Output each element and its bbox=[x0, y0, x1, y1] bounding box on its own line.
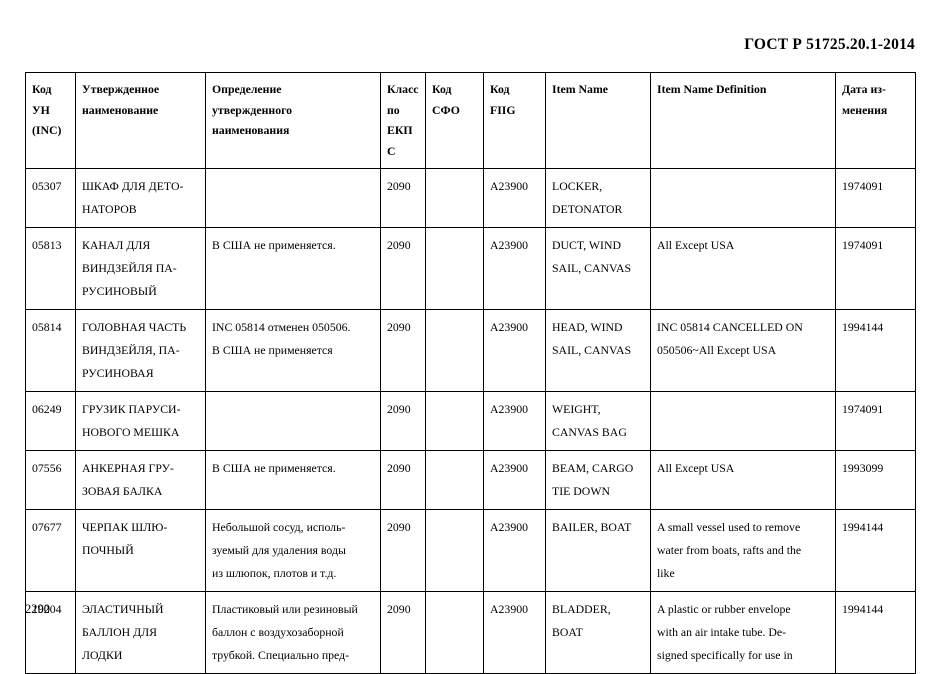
cell-ekps-class: 2090 bbox=[380, 508, 426, 592]
table-row: 05813 КАНАЛ ДЛЯ ВИНДЗЕЙЛЯ ПА- РУСИНОВЫЙ … bbox=[25, 226, 916, 310]
cell-fiig-code: A23900 bbox=[483, 590, 546, 674]
cell-item-name: LOCKER, DETONATOR bbox=[545, 167, 651, 228]
cell-inc: 05814 bbox=[25, 308, 76, 392]
cell-sfo-code bbox=[425, 508, 484, 592]
cell-change-date: 1993099 bbox=[835, 449, 916, 510]
cell-inc: 05813 bbox=[25, 226, 76, 310]
cell-item-name-definition: A plastic or rubber envelope with an air… bbox=[650, 590, 836, 674]
cell-inc: 07556 bbox=[25, 449, 76, 510]
cell-fiig-code: A23900 bbox=[483, 226, 546, 310]
cell-ekps-class: 2090 bbox=[380, 449, 426, 510]
table-row: 05814 ГОЛОВНАЯ ЧАСТЬ ВИНДЗЕЙЛЯ, ПА- РУСИ… bbox=[25, 308, 916, 392]
cell-ekps-class: 2090 bbox=[380, 390, 426, 451]
cell-ekps-class: 2090 bbox=[380, 308, 426, 392]
cell-sfo-code bbox=[425, 390, 484, 451]
column-header-ekps-class: Класс по ЕКП С bbox=[380, 72, 426, 169]
cell-approved-name: АНКЕРНАЯ ГРУ- ЗОВАЯ БАЛКА bbox=[75, 449, 206, 510]
cell-fiig-code: A23900 bbox=[483, 508, 546, 592]
cell-ekps-class: 2090 bbox=[380, 590, 426, 674]
cell-approved-name: ГОЛОВНАЯ ЧАСТЬ ВИНДЗЕЙЛЯ, ПА- РУСИНОВАЯ bbox=[75, 308, 206, 392]
cell-item-name: WEIGHT, CANVAS BAG bbox=[545, 390, 651, 451]
table-row: 10204 ЭЛАСТИЧНЫЙ БАЛЛОН ДЛЯ ЛОДКИ Пласти… bbox=[25, 590, 916, 674]
cell-sfo-code bbox=[425, 308, 484, 392]
column-header-inc: Код УН (INC) bbox=[25, 72, 76, 169]
cell-definition: В США не применяется. bbox=[205, 449, 381, 510]
cell-item-name: BLADDER, BOAT bbox=[545, 590, 651, 674]
column-header-approved-name: Утвержденное наименование bbox=[75, 72, 206, 169]
cell-approved-name: КАНАЛ ДЛЯ ВИНДЗЕЙЛЯ ПА- РУСИНОВЫЙ bbox=[75, 226, 206, 310]
cell-item-name-definition bbox=[650, 390, 836, 451]
table-row: 05307 ШКАФ ДЛЯ ДЕТО- НАТОРОВ 2090 A23900… bbox=[25, 167, 916, 228]
column-header-item-name-definition: Item Name Definition bbox=[650, 72, 836, 169]
cell-item-name: HEAD, WIND SAIL, CANVAS bbox=[545, 308, 651, 392]
table-body: 05307 ШКАФ ДЛЯ ДЕТО- НАТОРОВ 2090 A23900… bbox=[25, 167, 916, 674]
cell-item-name-definition: All Except USA bbox=[650, 226, 836, 310]
cell-definition: INC 05814 отменен 050506. В США не приме… bbox=[205, 308, 381, 392]
item-names-table: Код УН (INC) Утвержденное наименование О… bbox=[25, 72, 916, 674]
page-number: 2290 bbox=[25, 602, 50, 616]
cell-approved-name: ШКАФ ДЛЯ ДЕТО- НАТОРОВ bbox=[75, 167, 206, 228]
standard-header: ГОСТ Р 51725.20.1-2014 bbox=[744, 36, 915, 53]
column-header-definition: Определение утвержденного наименования bbox=[205, 72, 381, 169]
cell-inc: 07677 bbox=[25, 508, 76, 592]
table-header-row: Код УН (INC) Утвержденное наименование О… bbox=[25, 72, 916, 169]
cell-definition: Пластиковый или резиновый баллон с возду… bbox=[205, 590, 381, 674]
cell-change-date: 1974091 bbox=[835, 226, 916, 310]
cell-approved-name: ЭЛАСТИЧНЫЙ БАЛЛОН ДЛЯ ЛОДКИ bbox=[75, 590, 206, 674]
cell-item-name: BEAM, CARGO TIE DOWN bbox=[545, 449, 651, 510]
cell-sfo-code bbox=[425, 167, 484, 228]
cell-definition bbox=[205, 167, 381, 228]
cell-fiig-code: A23900 bbox=[483, 390, 546, 451]
cell-ekps-class: 2090 bbox=[380, 167, 426, 228]
cell-change-date: 1994144 bbox=[835, 308, 916, 392]
cell-inc: 06249 bbox=[25, 390, 76, 451]
cell-change-date: 1994144 bbox=[835, 508, 916, 592]
column-header-change-date: Дата из- менения bbox=[835, 72, 916, 169]
cell-change-date: 1974091 bbox=[835, 167, 916, 228]
column-header-fiig-code: Код FIIG bbox=[483, 72, 546, 169]
column-header-sfo-code: Код СФО bbox=[425, 72, 484, 169]
cell-sfo-code bbox=[425, 449, 484, 510]
cell-item-name-definition: INC 05814 CANCELLED ON 050506~All Except… bbox=[650, 308, 836, 392]
cell-item-name: BAILER, BOAT bbox=[545, 508, 651, 592]
cell-inc: 10204 bbox=[25, 590, 76, 674]
cell-approved-name: ЧЕРПАК ШЛЮ- ПОЧНЫЙ bbox=[75, 508, 206, 592]
cell-change-date: 1974091 bbox=[835, 390, 916, 451]
cell-fiig-code: A23900 bbox=[483, 167, 546, 228]
table-row: 07677 ЧЕРПАК ШЛЮ- ПОЧНЫЙ Небольшой сосуд… bbox=[25, 508, 916, 592]
cell-item-name-definition bbox=[650, 167, 836, 228]
table-row: 06249 ГРУЗИК ПАРУСИ- НОВОГО МЕШКА 2090 A… bbox=[25, 390, 916, 451]
cell-sfo-code bbox=[425, 226, 484, 310]
cell-change-date: 1994144 bbox=[835, 590, 916, 674]
cell-definition bbox=[205, 390, 381, 451]
cell-item-name-definition: A small vessel used to remove water from… bbox=[650, 508, 836, 592]
cell-item-name: DUCT, WIND SAIL, CANVAS bbox=[545, 226, 651, 310]
cell-ekps-class: 2090 bbox=[380, 226, 426, 310]
cell-fiig-code: A23900 bbox=[483, 449, 546, 510]
cell-item-name-definition: All Except USA bbox=[650, 449, 836, 510]
cell-definition: Небольшой сосуд, исполь- зуемый для удал… bbox=[205, 508, 381, 592]
column-header-item-name: Item Name bbox=[545, 72, 651, 169]
cell-definition: В США не применяется. bbox=[205, 226, 381, 310]
cell-approved-name: ГРУЗИК ПАРУСИ- НОВОГО МЕШКА bbox=[75, 390, 206, 451]
cell-inc: 05307 bbox=[25, 167, 76, 228]
cell-fiig-code: A23900 bbox=[483, 308, 546, 392]
table-row: 07556 АНКЕРНАЯ ГРУ- ЗОВАЯ БАЛКА В США не… bbox=[25, 449, 916, 510]
